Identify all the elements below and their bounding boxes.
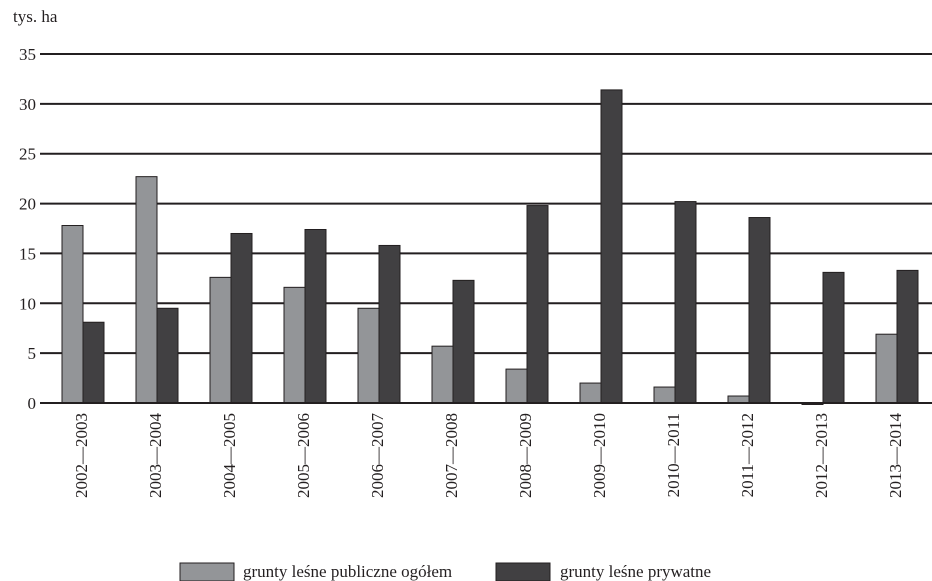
x-axis-tick-labels: 2002—2003 2003—2004 2004—2005 2005—2006 2006… bbox=[72, 413, 905, 499]
bar-private bbox=[748, 217, 771, 404]
legend-swatch-private bbox=[495, 562, 551, 581]
bars bbox=[61, 89, 919, 405]
gridlines bbox=[40, 53, 932, 355]
bar-public bbox=[431, 345, 454, 404]
y-tick-label: 30 bbox=[19, 95, 36, 114]
bar-public bbox=[653, 386, 676, 404]
bar-private bbox=[452, 279, 475, 404]
x-tick-label: 2011—2012 bbox=[738, 413, 757, 497]
legend: grunty leśne publiczne ogółem grunty leś… bbox=[179, 562, 711, 581]
bar-public bbox=[579, 382, 602, 404]
bar-private bbox=[82, 321, 105, 404]
bar-public bbox=[357, 307, 380, 404]
y-tick-label: 25 bbox=[19, 145, 36, 164]
x-tick-label: 2006—2007 bbox=[368, 413, 387, 499]
bar-private bbox=[526, 205, 549, 404]
bar-private bbox=[230, 232, 253, 404]
legend-swatch-public bbox=[179, 562, 235, 581]
x-tick-label: 2012—2013 bbox=[812, 413, 831, 498]
bar-private bbox=[896, 269, 919, 404]
y-tick-label: 20 bbox=[19, 195, 36, 214]
x-tick-label: 2007—2008 bbox=[442, 413, 461, 498]
x-tick-label: 2004—2005 bbox=[220, 413, 239, 498]
bar-private bbox=[674, 201, 697, 404]
bar-public bbox=[209, 276, 232, 404]
bar-public bbox=[135, 176, 158, 404]
x-tick-label: 2003—2004 bbox=[146, 413, 165, 499]
x-tick-label: 2013—2014 bbox=[886, 413, 905, 499]
bar-private bbox=[600, 89, 623, 404]
x-tick-label: 2005—2006 bbox=[294, 413, 313, 498]
bar-public bbox=[283, 286, 306, 404]
bar-private bbox=[304, 228, 327, 404]
bar-public bbox=[727, 395, 750, 404]
bar-public bbox=[61, 225, 84, 404]
x-tick-label: 2010—2011 bbox=[664, 413, 683, 497]
x-tick-label: 2002—2003 bbox=[72, 413, 91, 498]
bar-public bbox=[505, 368, 528, 404]
y-tick-label: 0 bbox=[28, 394, 37, 413]
y-tick-label: 10 bbox=[19, 294, 36, 313]
x-tick-label: 2009—2010 bbox=[590, 413, 609, 498]
bar-public bbox=[875, 333, 898, 404]
x-tick-label: 2008—2009 bbox=[516, 413, 535, 498]
y-axis-unit-label: tys. ha bbox=[13, 7, 58, 26]
y-tick-label: 5 bbox=[28, 344, 37, 363]
bar-private bbox=[156, 307, 179, 404]
bar-private bbox=[378, 244, 401, 404]
bar-private bbox=[822, 271, 845, 404]
y-tick-label: 35 bbox=[19, 45, 36, 64]
legend-label-private: grunty leśne prywatne bbox=[560, 562, 711, 581]
legend-label-public: grunty leśne publiczne ogółem bbox=[243, 562, 452, 581]
y-axis-ticks: 0 5 10 15 20 25 30 35 bbox=[19, 45, 36, 413]
y-tick-label: 15 bbox=[19, 244, 36, 263]
